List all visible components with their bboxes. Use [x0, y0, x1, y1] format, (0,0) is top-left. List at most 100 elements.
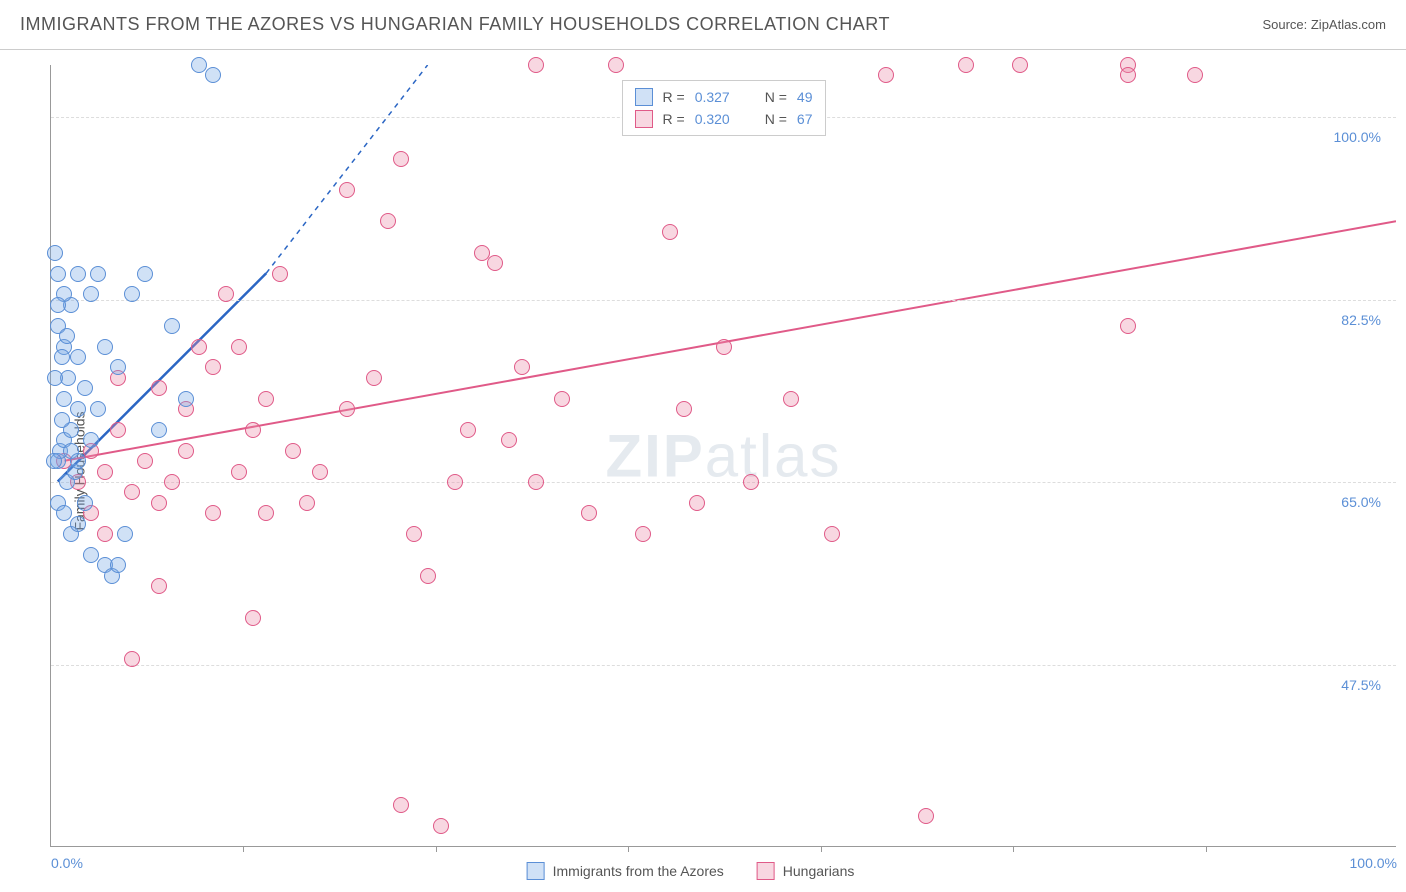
- legend-series-label: Hungarians: [783, 863, 855, 879]
- data-point: [110, 359, 126, 375]
- r-label: R =: [663, 89, 685, 105]
- data-point: [460, 422, 476, 438]
- data-point: [581, 505, 597, 521]
- data-point: [54, 412, 70, 428]
- data-point: [205, 67, 221, 83]
- r-value: 0.327: [695, 89, 730, 105]
- gridline-h: [51, 665, 1396, 666]
- data-point: [1120, 318, 1136, 334]
- legend-series: Immigrants from the AzoresHungarians: [527, 862, 880, 880]
- data-point: [514, 359, 530, 375]
- data-point: [178, 391, 194, 407]
- data-point: [366, 370, 382, 386]
- watermark-suffix: atlas: [705, 422, 842, 489]
- data-point: [554, 391, 570, 407]
- data-point: [918, 808, 934, 824]
- data-point: [83, 286, 99, 302]
- data-point: [258, 505, 274, 521]
- legend-correlation-row: R = 0.327N = 49: [635, 86, 813, 108]
- data-point: [420, 568, 436, 584]
- legend-swatch: [635, 88, 653, 106]
- data-point: [245, 422, 261, 438]
- data-point: [528, 474, 544, 490]
- data-point: [958, 57, 974, 73]
- trend-lines-svg: [51, 65, 1396, 846]
- ytick-label: 82.5%: [1341, 312, 1381, 328]
- xtick-mark: [243, 846, 244, 852]
- xtick-mark: [1013, 846, 1014, 852]
- data-point: [783, 391, 799, 407]
- data-point: [124, 484, 140, 500]
- data-point: [151, 422, 167, 438]
- data-point: [231, 339, 247, 355]
- chart-title: IMMIGRANTS FROM THE AZORES VS HUNGARIAN …: [20, 14, 890, 35]
- data-point: [218, 286, 234, 302]
- data-point: [1012, 57, 1028, 73]
- n-label: N =: [765, 89, 787, 105]
- data-point: [117, 526, 133, 542]
- data-point: [59, 328, 75, 344]
- data-point: [47, 370, 63, 386]
- data-point: [231, 464, 247, 480]
- ytick-label: 65.0%: [1341, 494, 1381, 510]
- chart-header: IMMIGRANTS FROM THE AZORES VS HUNGARIAN …: [0, 0, 1406, 50]
- data-point: [70, 401, 86, 417]
- xtick-mark: [436, 846, 437, 852]
- data-point: [178, 443, 194, 459]
- data-point: [1120, 67, 1136, 83]
- data-point: [77, 380, 93, 396]
- data-point: [56, 391, 72, 407]
- data-point: [339, 182, 355, 198]
- data-point: [380, 213, 396, 229]
- data-point: [528, 57, 544, 73]
- data-point: [50, 297, 66, 313]
- source-label: Source:: [1262, 17, 1310, 32]
- data-point: [47, 245, 63, 261]
- data-point: [151, 380, 167, 396]
- data-point: [83, 432, 99, 448]
- ytick-label: 47.5%: [1341, 677, 1381, 693]
- xtick-label: 0.0%: [51, 855, 83, 871]
- data-point: [137, 266, 153, 282]
- gridline-h: [51, 300, 1396, 301]
- data-point: [164, 318, 180, 334]
- data-point: [70, 266, 86, 282]
- xtick-mark: [628, 846, 629, 852]
- gridline-h: [51, 482, 1396, 483]
- data-point: [393, 151, 409, 167]
- data-point: [689, 495, 705, 511]
- data-point: [164, 474, 180, 490]
- data-point: [124, 651, 140, 667]
- data-point: [205, 359, 221, 375]
- data-point: [878, 67, 894, 83]
- data-point: [151, 578, 167, 594]
- data-point: [70, 349, 86, 365]
- plot-area: ZIPatlas R = 0.327N = 49R = 0.320N = 67 …: [50, 65, 1396, 847]
- data-point: [97, 526, 113, 542]
- legend-correlation-box: R = 0.327N = 49R = 0.320N = 67: [622, 80, 826, 136]
- legend-correlation-row: R = 0.320N = 67: [635, 108, 813, 130]
- chart-container: Family Households ZIPatlas R = 0.327N = …: [0, 50, 1406, 892]
- data-point: [312, 464, 328, 480]
- source-attribution: Source: ZipAtlas.com: [1262, 17, 1386, 32]
- legend-swatch: [635, 110, 653, 128]
- data-point: [70, 516, 86, 532]
- xtick-label: 100.0%: [1350, 855, 1397, 871]
- data-point: [393, 797, 409, 813]
- r-label: R =: [663, 111, 685, 127]
- data-point: [54, 349, 70, 365]
- data-point: [824, 526, 840, 542]
- data-point: [245, 610, 261, 626]
- data-point: [676, 401, 692, 417]
- legend-swatch: [527, 862, 545, 880]
- data-point: [339, 401, 355, 417]
- data-point: [487, 255, 503, 271]
- data-point: [501, 432, 517, 448]
- data-point: [433, 818, 449, 834]
- data-point: [137, 453, 153, 469]
- data-point: [90, 266, 106, 282]
- data-point: [285, 443, 301, 459]
- data-point: [70, 453, 86, 469]
- data-point: [97, 464, 113, 480]
- data-point: [258, 391, 274, 407]
